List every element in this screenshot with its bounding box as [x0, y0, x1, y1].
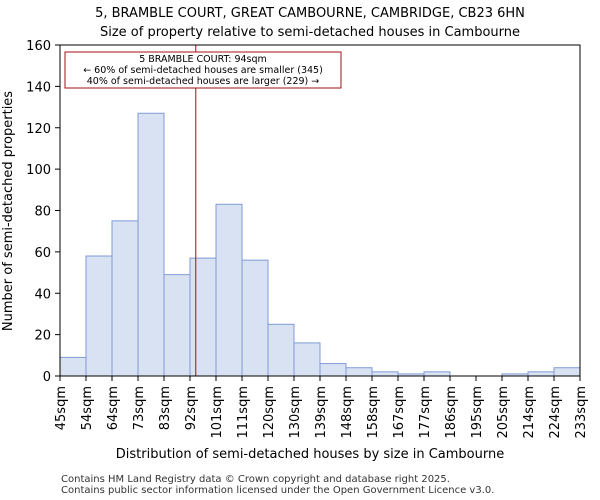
x-tick-label: 92sqm [184, 386, 199, 430]
x-tick-label: 233sqm [574, 386, 589, 439]
x-axis-label: Distribution of semi-detached houses by … [116, 447, 504, 462]
annotation-line-2: ← 60% of semi-detached houses are smalle… [83, 65, 323, 76]
x-tick-label: 167sqm [392, 386, 407, 439]
bar-92sqm [189, 257, 217, 377]
y-tick-label: 140 [26, 80, 51, 95]
bar-101sqm [215, 203, 243, 377]
bar-177sqm [423, 371, 451, 377]
bar-139sqm [319, 363, 347, 377]
y-tick-label: 40 [34, 287, 51, 302]
bar-73sqm [137, 112, 165, 377]
bar-45sqm [59, 356, 87, 377]
y-tick-label: 20 [34, 329, 51, 344]
y-tick-label: 120 [26, 122, 51, 137]
annotation-frame [64, 51, 342, 89]
bar-158sqm [371, 371, 399, 377]
y-tick-label: 80 [34, 205, 51, 220]
y-tick-label: 160 [26, 39, 51, 54]
y-ticks: 0 20 40 60 80 100 120 140 160 [26, 39, 60, 385]
x-tick-label: 45sqm [54, 386, 69, 430]
footer-line-1: Contains HM Land Registry data © Crown c… [61, 474, 450, 485]
x-tick-label: 64sqm [106, 386, 121, 430]
bar-54sqm [85, 255, 113, 377]
annotation-line-1: 5 BRAMBLE COURT: 94sqm [139, 54, 267, 65]
x-tick-label: 54sqm [80, 386, 95, 430]
bar-148sqm [345, 367, 373, 377]
x-tick-label: 195sqm [470, 386, 485, 439]
footer-line-2: Contains public sector information licen… [61, 485, 495, 496]
x-tick-label: 158sqm [366, 386, 381, 439]
x-tick-label: 224sqm [548, 386, 563, 439]
x-tick-label: 120sqm [262, 386, 277, 439]
chart-subtitle: Size of property relative to semi-detach… [100, 25, 520, 40]
x-tick-label: 73sqm [132, 386, 147, 430]
x-tick-label: 101sqm [210, 386, 225, 439]
y-tick-label: 0 [43, 370, 51, 385]
bar-64sqm [111, 220, 139, 377]
x-tick-label: 214sqm [522, 386, 537, 439]
chart-title: 5, BRAMBLE COURT, GREAT CAMBOURNE, CAMBR… [95, 6, 525, 21]
x-tick-label: 83sqm [158, 386, 173, 430]
annotation-box: 5 BRAMBLE COURT: 94sqm ← 60% of semi-det… [64, 51, 342, 89]
x-tick-label: 139sqm [314, 386, 329, 439]
bars [59, 112, 581, 377]
y-tick-label: 100 [26, 163, 51, 178]
x-tick-label: 205sqm [496, 386, 511, 439]
annotation-line-3: 40% of semi-detached houses are larger (… [87, 76, 320, 87]
chart-title-group: 5, BRAMBLE COURT, GREAT CAMBOURNE, CAMBR… [95, 6, 525, 40]
bar-130sqm [293, 342, 321, 377]
x-tick-label: 177sqm [418, 386, 433, 439]
bar-224sqm [553, 367, 581, 377]
x-tick-label: 111sqm [236, 386, 251, 439]
x-ticks: 45sqm 54sqm 64sqm 73sqm 83sqm 92sqm 101sqm 111s… [54, 376, 589, 439]
x-tick-label: 148sqm [340, 386, 355, 439]
y-axis-label: Number of semi-detached properties [1, 91, 16, 331]
bar-83sqm [163, 274, 191, 377]
y-tick-label: 60 [34, 246, 51, 261]
x-tick-label: 186sqm [444, 386, 459, 439]
bar-111sqm [241, 259, 269, 377]
bar-214sqm [527, 371, 555, 377]
bar-120sqm [267, 323, 295, 377]
x-tick-label: 130sqm [288, 386, 303, 439]
